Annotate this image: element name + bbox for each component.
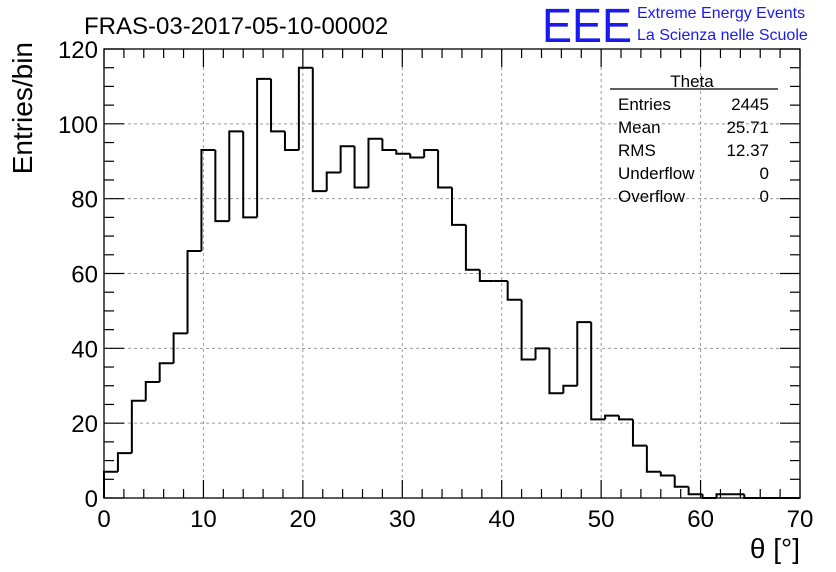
grid-lines (104, 49, 800, 498)
histogram-bin (297, 66, 313, 151)
histogram-bin (242, 131, 258, 219)
stats-row-label: Mean (618, 118, 661, 137)
chart-title: FRAS-03-2017-05-10-00002 (84, 13, 388, 40)
histogram-bin (395, 150, 411, 155)
histogram-bin (283, 131, 299, 152)
histogram-bin (604, 414, 620, 420)
stats-row-label: RMS (618, 141, 656, 160)
histogram-bin (214, 150, 230, 223)
histogram-bin (381, 138, 397, 152)
histogram-bin (562, 384, 578, 394)
y-tick-label: 60 (71, 262, 98, 289)
histogram-bin (256, 77, 272, 218)
x-tick-label: 30 (389, 506, 416, 533)
y-axis-label: Entries/bin (7, 42, 38, 174)
histogram-bin (437, 150, 452, 189)
histogram-bin (103, 470, 118, 498)
x-axis-label: θ [°] (750, 533, 800, 564)
histogram-bin (409, 153, 425, 159)
histogram-bin (464, 224, 480, 271)
histogram-bin (130, 399, 146, 454)
histogram-bin (228, 130, 244, 222)
y-tick-label: 100 (58, 112, 98, 139)
stats-row-value: 0 (760, 187, 769, 206)
histogram-bin (270, 78, 285, 133)
histogram-bin (325, 171, 341, 192)
y-tick-label: 80 (71, 187, 98, 214)
stats-row-value: 25.71 (726, 118, 769, 137)
histogram-bars (103, 66, 800, 499)
stats-row-value: 12.37 (726, 141, 769, 160)
histogram-bin (353, 146, 369, 189)
histogram-bin (687, 486, 703, 496)
logo-line-2: La Scienza nelle Scuole (637, 27, 808, 44)
histogram-bin (548, 348, 564, 395)
stats-row-label: Underflow (618, 164, 695, 183)
stats-row-label: Overflow (618, 187, 686, 206)
histogram-bin (534, 347, 550, 360)
histogram-bin (618, 415, 633, 421)
y-tick-label: 0 (85, 486, 98, 513)
histogram-bin (311, 67, 327, 193)
x-tick-label: 40 (488, 506, 515, 533)
x-tick-labels: 0 10 20 30 40 50 60 70 (97, 506, 813, 533)
y-tick-labels: 0 20 40 60 80 100 120 (58, 37, 98, 513)
histogram-bin (423, 149, 439, 158)
histogram-bin (590, 322, 606, 421)
histogram-bin (673, 475, 689, 488)
histogram-bin (144, 381, 160, 401)
y-tick-label: 20 (71, 411, 98, 438)
histogram-bin (631, 419, 647, 447)
x-tick-label: 70 (787, 506, 814, 533)
histogram-bin (200, 149, 216, 252)
y-tick-label: 120 (58, 37, 98, 64)
histogram-bin (478, 269, 494, 282)
stats-row-value: 0 (760, 164, 769, 183)
histogram-bin (339, 145, 355, 173)
eee-logo: EEE (542, 0, 632, 53)
axis-ticks (103, 48, 801, 499)
logo-line-1: Extreme Energy Events (637, 5, 805, 22)
x-tick-label: 20 (290, 506, 317, 533)
y-tick-label: 40 (71, 336, 98, 363)
histogram-bin (158, 362, 174, 383)
histogram-bin (506, 280, 522, 301)
histogram-bin (576, 321, 592, 386)
histogram-bin (172, 332, 188, 364)
histogram-bin (116, 452, 132, 472)
histogram-bin (645, 445, 661, 473)
histogram-bin (520, 299, 536, 361)
histogram-bin (451, 187, 466, 226)
stats-row-value: 2445 (731, 95, 769, 114)
x-tick-label: 0 (97, 506, 110, 533)
stats-box-name: Theta (670, 72, 714, 91)
stats-row-label: Entries (618, 95, 671, 114)
histogram-bin (367, 137, 383, 188)
x-tick-label: 50 (588, 506, 615, 533)
stats-box: Theta Entries 2445 Mean 25.71 RMS 12.37 Underf… (610, 72, 778, 206)
histogram-bin (186, 250, 202, 334)
x-tick-label: 60 (687, 506, 714, 533)
x-tick-label: 10 (190, 506, 217, 533)
histogram-bin (715, 493, 731, 498)
histogram-bin (659, 471, 675, 477)
